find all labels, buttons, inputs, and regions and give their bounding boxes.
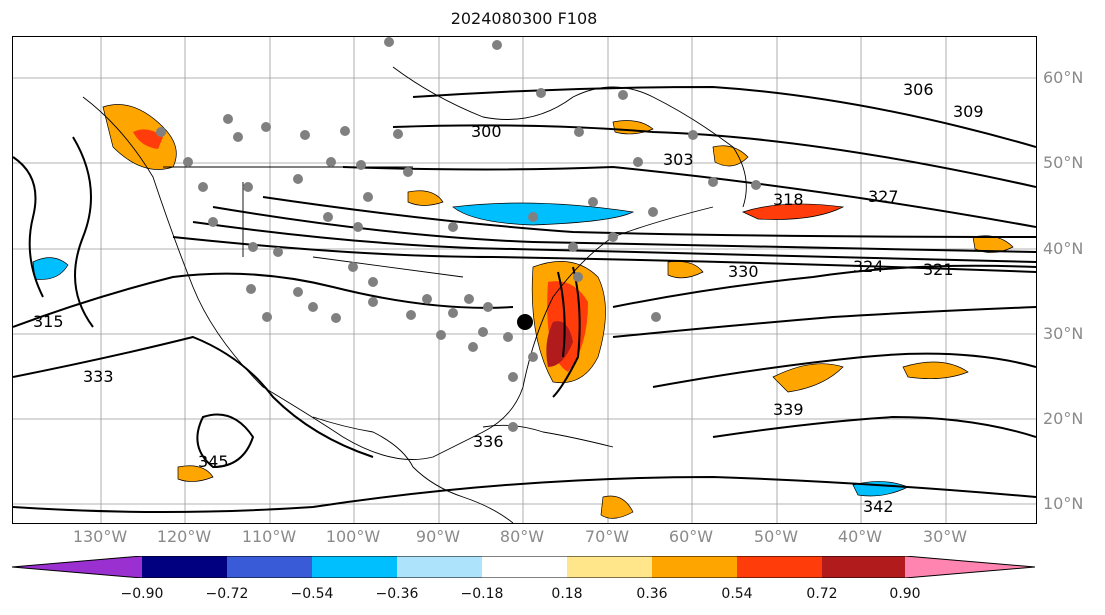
contour-label: 309	[953, 102, 984, 121]
contour-label: 339	[773, 400, 804, 419]
contour-label: 327	[868, 187, 899, 206]
contour-label: 318	[773, 190, 804, 209]
lon-label-40w: 40°W	[837, 527, 883, 546]
colorbar-segment-1	[142, 556, 227, 578]
contour-label: 324	[853, 257, 884, 276]
colorbar-segment-9	[822, 556, 905, 578]
contour-label: 306	[903, 80, 934, 99]
colorbar-segment-3	[312, 556, 397, 578]
colorbar-tick: −0.54	[290, 586, 334, 602]
contour-label-group: 300 303 306 309 315 318 321 324 327 330 …	[33, 80, 984, 516]
colorbar-segment-7	[652, 556, 737, 578]
lon-label-110w: 110°W	[241, 527, 297, 546]
colorbar	[12, 556, 1035, 578]
colorbar-tick: 0.18	[551, 586, 583, 602]
lat-label-60n: 60°N	[1043, 68, 1084, 87]
colorbar-segment-0	[12, 556, 142, 578]
lon-label-100w: 100°W	[325, 527, 381, 546]
colorbar-segment-8	[737, 556, 822, 578]
shading	[32, 104, 1014, 519]
map-canvas: 300 303 306 309 315 318 321 324 327 330 …	[13, 37, 1036, 523]
weather-map: 300 303 306 309 315 318 321 324 327 330 …	[12, 36, 1037, 524]
contour-label: 303	[663, 150, 694, 169]
colorbar-segment-2	[227, 556, 312, 578]
coastlines	[82, 66, 747, 523]
lon-label-90w: 90°W	[415, 527, 461, 546]
contour-label: 342	[863, 497, 894, 516]
contour-label: 330	[728, 262, 759, 281]
lon-label-50w: 50°W	[753, 527, 799, 546]
colorbar-segment-6	[567, 556, 652, 578]
contour-label: 333	[83, 367, 114, 386]
colorbar-tick: −0.72	[205, 586, 249, 602]
colorbar-tick: 0.72	[806, 586, 838, 602]
low-center-marker	[517, 314, 533, 330]
colorbar-tick: −0.90	[120, 586, 164, 602]
contour-label: 300	[471, 122, 502, 141]
colorbar-segment-10	[905, 556, 1035, 578]
colorbar-tick: 0.90	[889, 586, 921, 602]
lon-label-70w: 70°W	[584, 527, 630, 546]
lat-label-20n: 20°N	[1043, 409, 1084, 428]
colorbar-tick: −0.36	[375, 586, 419, 602]
lat-label-30n: 30°N	[1043, 324, 1084, 343]
lat-label-10n: 10°N	[1043, 494, 1084, 513]
colorbar-tick: 0.36	[636, 586, 668, 602]
lat-label-50n: 50°N	[1043, 153, 1084, 172]
colorbar-tick: 0.54	[721, 586, 753, 602]
lat-label-40n: 40°N	[1043, 239, 1084, 258]
lon-label-80w: 80°W	[499, 527, 545, 546]
contour-label: 336	[473, 432, 504, 451]
contour-lines	[13, 85, 1036, 513]
colorbar-segment-5	[482, 556, 567, 578]
lon-label-120w: 120°W	[156, 527, 212, 546]
colorbar-tick: −0.18	[460, 586, 504, 602]
station-markers	[156, 37, 761, 432]
colorbar-segment-4	[397, 556, 482, 578]
contour-label: 315	[33, 312, 64, 331]
contour-label: 321	[923, 260, 954, 279]
map-title: 2024080300 F108	[450, 9, 598, 28]
lon-label-130w: 130°W	[72, 527, 128, 546]
contour-label: 345	[198, 452, 229, 471]
lon-label-30w: 30°W	[922, 527, 968, 546]
lon-label-60w: 60°W	[668, 527, 714, 546]
